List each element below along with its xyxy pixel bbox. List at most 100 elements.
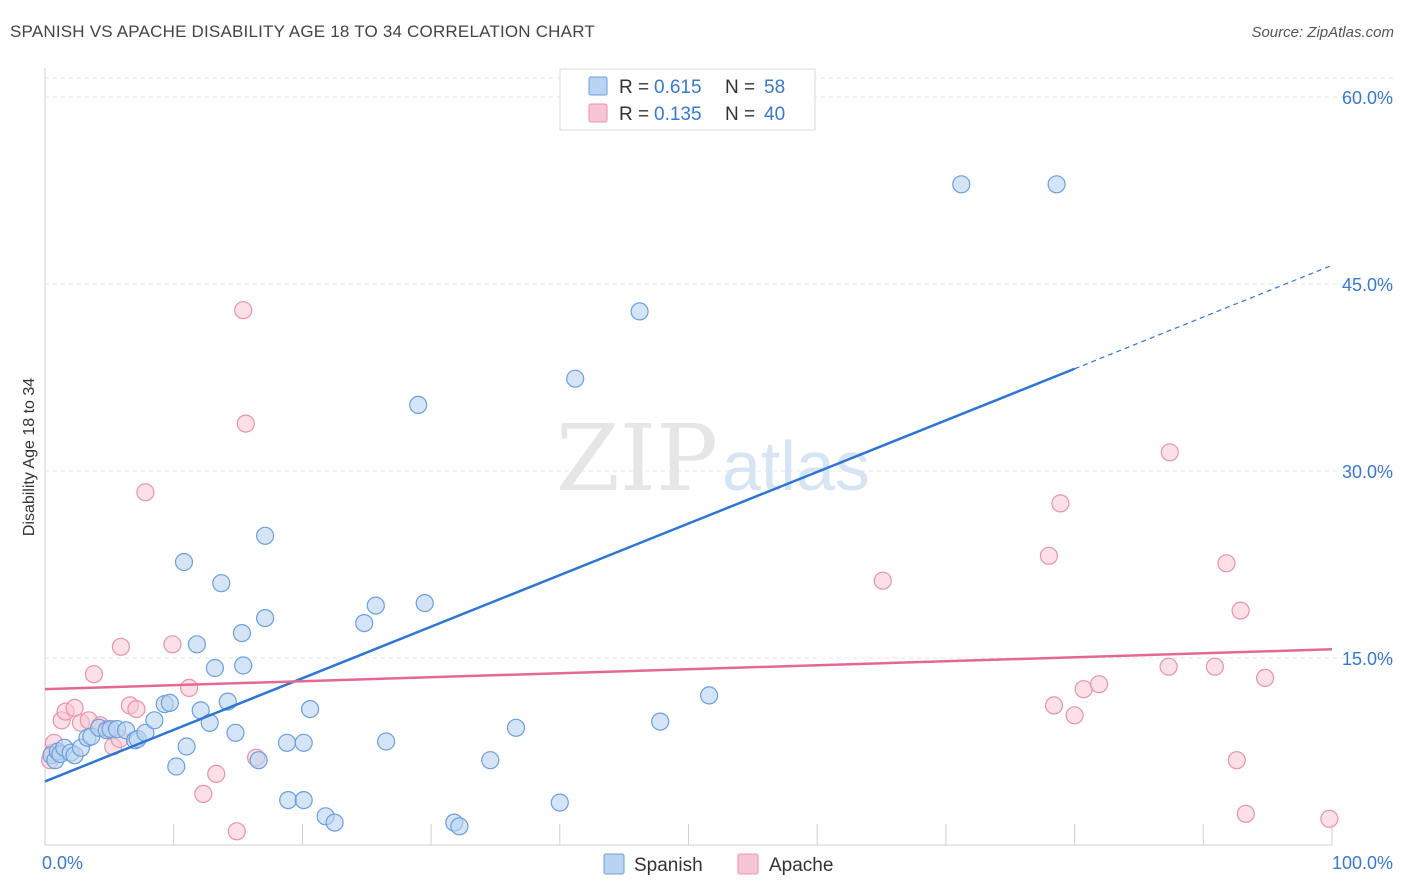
- correlation-legend: R = 0.615 N = 58 R = 0.135 N = 40: [559, 68, 816, 131]
- watermark: ZIP atlas: [556, 405, 870, 512]
- spanish-points: [42, 175, 1066, 836]
- spanish-point: [277, 733, 297, 752]
- spanish-point: [256, 526, 275, 545]
- legend-r-label-apache: R =: [619, 104, 649, 125]
- apache-point: [1217, 554, 1236, 573]
- chart-title: SPANISH VS APACHE DISABILITY AGE 18 TO 3…: [10, 22, 595, 41]
- spanish-point: [550, 793, 569, 812]
- axes: [44, 68, 1333, 846]
- apache-point: [1227, 751, 1246, 770]
- legend-swatch-apache: [588, 103, 608, 123]
- apache-point: [1236, 804, 1255, 823]
- apache-point: [111, 637, 131, 656]
- watermark-atlas: atlas: [722, 427, 870, 505]
- apache-point: [136, 483, 155, 502]
- spanish-point: [205, 658, 224, 678]
- spanish-point: [167, 757, 186, 776]
- spanish-point: [249, 751, 268, 770]
- apache-point: [873, 571, 892, 590]
- spanish-point: [481, 751, 500, 770]
- y-tick-label-30: 30.0%: [1342, 462, 1393, 482]
- apache-points: [40, 301, 1339, 841]
- legend-n-label-apache: N =: [725, 104, 755, 125]
- spanish-point: [212, 574, 231, 593]
- apache-point: [1160, 443, 1179, 462]
- apache-point: [127, 699, 146, 719]
- spanish-point: [226, 723, 245, 742]
- legend-swatch-spanish: [588, 76, 608, 96]
- apache-point: [194, 784, 213, 804]
- spanish-point: [366, 596, 385, 615]
- spanish-point: [450, 817, 469, 836]
- spanish-point: [145, 711, 164, 730]
- legend-n-value-apache: 40: [764, 104, 785, 125]
- spanish-point: [294, 790, 313, 810]
- apache-point: [180, 678, 199, 698]
- legend-r-label-spanish: R =: [619, 77, 649, 98]
- spanish-point: [232, 623, 251, 643]
- series-legend: Spanish Apache: [603, 853, 833, 876]
- trend-lines: [44, 264, 1333, 783]
- y-tick-label-15: 15.0%: [1342, 649, 1393, 669]
- spanish-point: [279, 790, 298, 810]
- apache-point: [1089, 675, 1109, 694]
- spanish-point: [415, 593, 434, 613]
- legend-bottom-swatch-apache: [737, 853, 759, 875]
- legend-n-value-spanish: 58: [764, 77, 785, 98]
- apache-trend-line: [44, 648, 1333, 691]
- spanish-point: [630, 302, 649, 321]
- legend-r-value-apache: 0.135: [654, 104, 702, 125]
- spanish-point: [355, 613, 374, 633]
- spanish-point: [1047, 175, 1066, 194]
- spanish-point: [377, 732, 396, 751]
- spanish-point: [506, 718, 526, 737]
- apache-point: [1205, 657, 1225, 676]
- apache-point: [227, 822, 246, 841]
- y-axis-label: Disability Age 18 to 34: [21, 378, 38, 536]
- legend-bottom-label-spanish: Spanish: [634, 855, 703, 876]
- x-tick-label-max: 100.0%: [1332, 853, 1393, 873]
- spanish-point: [952, 175, 971, 194]
- tick-labels: 15.0% 30.0% 45.0% 60.0% 0.0% 100.0%: [42, 88, 1393, 873]
- apache-point: [1065, 706, 1084, 725]
- apache-point: [1159, 657, 1178, 676]
- apache-point: [1231, 601, 1250, 620]
- apache-point: [1255, 668, 1275, 688]
- spanish-point: [177, 737, 196, 756]
- source-label: Source: ZipAtlas.com: [1251, 24, 1394, 41]
- x-tick-label-min: 0.0%: [42, 853, 83, 873]
- y-tick-label-45: 45.0%: [1342, 275, 1393, 295]
- apache-point: [163, 635, 182, 654]
- spanish-point: [187, 635, 206, 654]
- spanish-trend-line: [44, 367, 1076, 783]
- apache-point: [1044, 696, 1064, 715]
- apache-point: [207, 764, 226, 784]
- apache-point: [84, 665, 104, 684]
- legend-n-label-spanish: N =: [725, 77, 755, 98]
- spanish-point: [160, 693, 179, 713]
- legend-bottom-swatch-spanish: [603, 853, 625, 875]
- spanish-point: [566, 369, 585, 388]
- spanish-point: [174, 552, 194, 572]
- spanish-point: [325, 813, 344, 832]
- legend-r-value-spanish: 0.615: [654, 77, 702, 98]
- gridlines: [45, 77, 1394, 659]
- spanish-point: [301, 699, 320, 719]
- legend-bottom-label-apache: Apache: [769, 855, 833, 876]
- watermark-zip: ZIP: [556, 405, 718, 512]
- apache-point: [1320, 809, 1339, 828]
- apache-point: [1074, 680, 1093, 699]
- spanish-point: [651, 712, 670, 731]
- spanish-point: [256, 608, 275, 628]
- spanish-trend-extension: [1074, 264, 1333, 370]
- apache-point: [236, 414, 255, 433]
- spanish-point: [699, 686, 719, 705]
- apache-point: [234, 301, 253, 320]
- apache-point: [1051, 494, 1070, 513]
- spanish-point: [409, 395, 428, 414]
- spanish-point: [234, 656, 253, 675]
- y-tick-label-60: 60.0%: [1342, 88, 1393, 108]
- apache-point: [1039, 546, 1059, 565]
- spanish-point: [294, 733, 313, 752]
